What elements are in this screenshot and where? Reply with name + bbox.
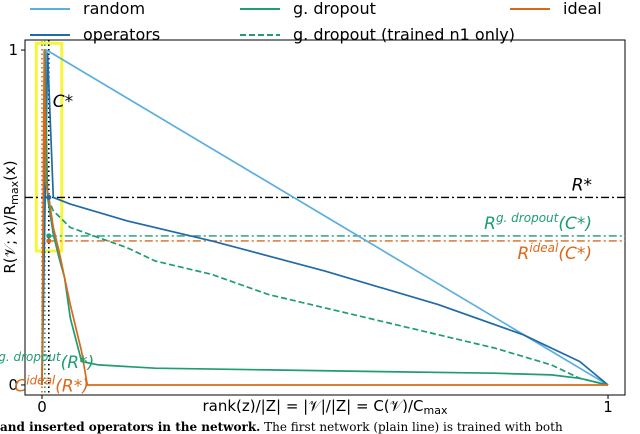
legend-label-2: ideal: [563, 0, 602, 18]
markers: [46, 194, 52, 244]
caption-rest: The first network (plain line) is traine…: [260, 420, 563, 434]
series-line-3: [41, 49, 609, 386]
annotation-1: Cideal(R*): [14, 374, 88, 397]
legend-label-0: random: [83, 0, 145, 18]
series-lines: [41, 49, 609, 386]
ref-label-1: Rg. dropout(C*): [484, 211, 592, 234]
legend-label-4: g. dropout (trained n1 only): [293, 25, 515, 44]
x-axis-label: rank(z)/|Ζ| = |𝒱|/|Ζ| = C(𝒱)/Cmax: [203, 397, 448, 417]
x-tick-label-0: 0: [37, 398, 47, 416]
series-line-2: [46, 197, 609, 386]
y-tick-label-0: 0: [8, 376, 18, 394]
ref-label-2: Rideal(C*): [518, 241, 592, 264]
x-tick-label-1: 1: [603, 398, 613, 416]
series-line-4: [41, 49, 608, 386]
annotation-0: Cg. dropout(R*): [0, 350, 94, 373]
y-tick-label-1: 1: [8, 41, 18, 59]
marker-0: [46, 194, 52, 200]
annotations: R* Rg. dropout(C*) Rideal(C*) C* Cg. dropout…: [0, 92, 592, 397]
ref-label-3: C*: [53, 92, 73, 112]
legend: random g. dropout ideal operators g. dropout…: [30, 0, 602, 44]
chart: 0 1 0 1 R* Rg. dropout(C*) Rideal(C*) C* Cg. dr…: [0, 0, 626, 417]
axes-frame: [24, 39, 626, 396]
marker-2: [46, 238, 52, 244]
caption-bold: and inserted operators in the network.: [0, 420, 261, 434]
y-axis-label: R(𝒱; x)/Rmax(x): [1, 160, 21, 273]
highlight-box: [34, 41, 64, 253]
highlight-rect: [34, 41, 64, 253]
series-line-1: [41, 52, 609, 386]
legend-label-1: g. dropout: [293, 0, 376, 18]
ticks: 0 1 0 1: [8, 41, 612, 416]
figure-caption: and inserted operators in the network. T…: [0, 420, 640, 434]
marker-1: [46, 233, 52, 239]
ref-label-0: R*: [572, 175, 592, 195]
legend-label-3: operators: [83, 25, 160, 44]
